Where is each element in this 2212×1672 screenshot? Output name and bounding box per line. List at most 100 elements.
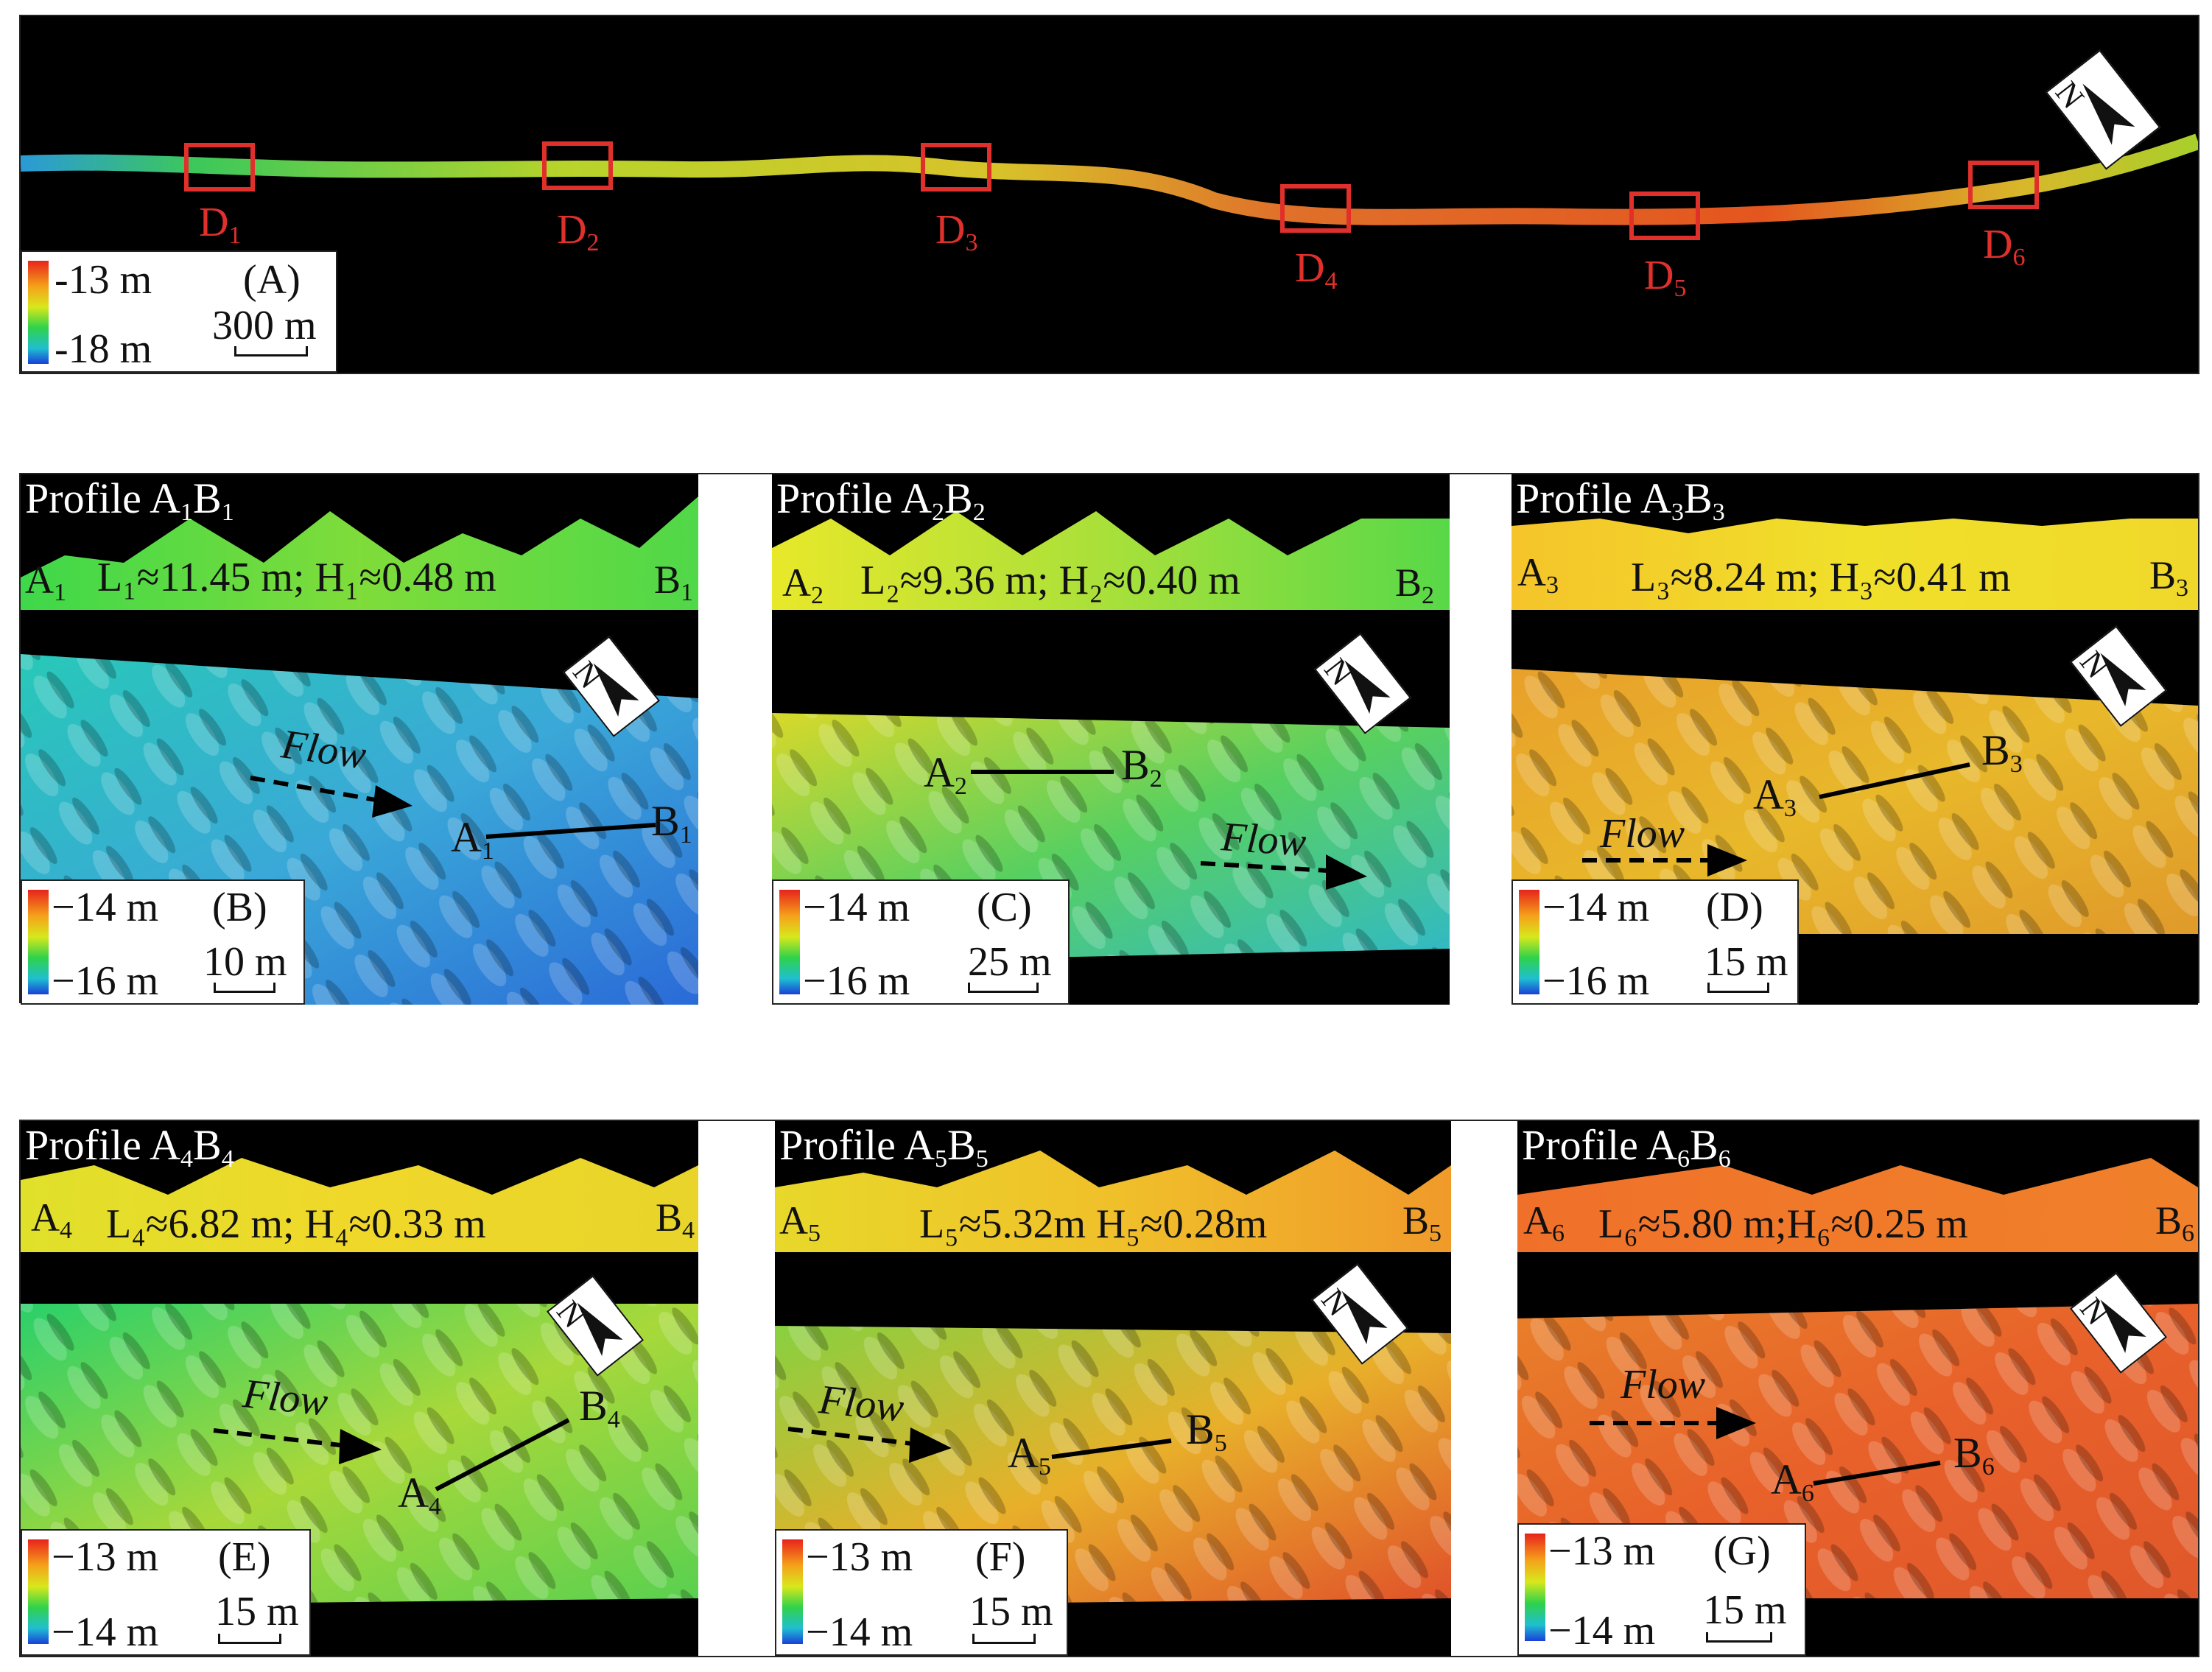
d1-box <box>184 143 255 192</box>
f-flow-label: Flow <box>817 1377 907 1431</box>
north-arrow-icon: N <box>563 636 660 737</box>
north-arrow-icon: N <box>2070 1272 2167 1374</box>
legend-top: -13 m <box>55 257 152 303</box>
profile-b-end: B2 <box>1395 561 1435 609</box>
panel-label: (C) <box>977 885 1032 930</box>
scale-bar <box>214 983 275 993</box>
profile-stats: L₁≈11.45 m; H₁≈0.48 m <box>97 555 496 600</box>
d2-box <box>542 141 613 190</box>
profile-stats: L₄≈6.82 m; H₄≈0.33 m <box>106 1201 486 1247</box>
map-c <box>772 610 1450 1005</box>
scale-text: 15 m <box>969 1589 1053 1634</box>
profile-a-end: A6 <box>1523 1198 1565 1247</box>
legend-top: −14 m <box>1542 885 1650 930</box>
d6-label: D6 <box>1983 222 2026 271</box>
profile-stats: L₃≈8.24 m; H₃≈0.41 m <box>1631 555 2011 600</box>
profile-title: Profile A3B3 <box>1516 474 1725 526</box>
d5-label: D5 <box>1644 253 1687 302</box>
d1-label: D1 <box>199 200 242 249</box>
profile-stats: L₂≈9.36 m; H₂≈0.40 m <box>860 558 1240 603</box>
profile-a-end: A2 <box>782 561 824 609</box>
d3-box <box>921 143 991 192</box>
legend-g: −13 m −14 m (G) 15 m <box>1517 1523 1806 1656</box>
panel-label: (A) <box>243 257 301 303</box>
profile-g: Profile A6B6 A6 L₆≈5.80 m;H₆≈0.25 m B6 <box>1517 1121 2198 1252</box>
b-label-a: A1 <box>451 813 494 865</box>
legend-bottom: −16 m <box>1542 958 1650 1004</box>
north-arrow-icon: N <box>547 1275 644 1377</box>
overview-map: D1 D2 D3 D4 D5 D6 N -13 m -18 m (A) 300 … <box>20 16 2201 373</box>
scale-bar <box>234 346 308 356</box>
scale-bar <box>972 1634 1036 1644</box>
profile-title: Profile A1B1 <box>25 474 234 526</box>
panel-label: (F) <box>975 1534 1026 1580</box>
legend-bottom: −14 m <box>806 1609 913 1655</box>
legend-top: −13 m <box>806 1534 913 1580</box>
legend-b: −14 m −16 m (B) 10 m <box>21 879 305 1005</box>
d4-box <box>1280 184 1351 233</box>
g-label-b: B6 <box>1953 1429 1995 1480</box>
legend-top: −13 m <box>1548 1528 1656 1574</box>
scale-text: 15 m <box>1704 939 1788 985</box>
d6-box <box>1968 161 2039 209</box>
scale-text: 10 m <box>203 939 287 985</box>
c-label-b: B2 <box>1121 741 1162 793</box>
legend-top: −14 m <box>52 885 159 930</box>
panel-label: (B) <box>212 885 267 930</box>
profile-stats: L₅≈5.32m H₅≈0.28m <box>919 1201 1268 1247</box>
profile-stats: L₆≈5.80 m;H₆≈0.25 m <box>1598 1201 1968 1247</box>
profile-d: Profile A3B3 A3 L₃≈8.24 m; H₃≈0.41 m B3 <box>1511 474 2198 610</box>
panel-label: (G) <box>1713 1528 1771 1574</box>
legend-top: −13 m <box>52 1534 159 1580</box>
profile-b-end: B5 <box>1402 1198 1442 1247</box>
scale-text: 300 m <box>212 303 317 348</box>
middle-frame <box>19 473 2199 1003</box>
scale-text: 25 m <box>968 939 1052 985</box>
d3-label: D3 <box>935 207 978 256</box>
colorbar <box>28 261 49 364</box>
profile-b-end: B4 <box>656 1195 695 1244</box>
e-flow-label: Flow <box>241 1371 331 1425</box>
profile-title: Profile A5B5 <box>779 1121 989 1173</box>
d2-label: D2 <box>557 207 600 256</box>
d-flow-label: Flow <box>1600 811 1685 857</box>
b-label-b: B1 <box>651 797 692 849</box>
profile-b-end: B6 <box>2155 1198 2195 1247</box>
legend-e: −13 m −14 m (E) 15 m <box>21 1529 311 1656</box>
c-flow-label: Flow <box>1219 814 1308 865</box>
legend-f: −13 m −14 m (F) 15 m <box>775 1529 1068 1656</box>
f-label-a: A5 <box>1008 1429 1051 1480</box>
d-label-a: A3 <box>1753 770 1797 822</box>
profile-a-end: A3 <box>1517 550 1559 599</box>
overview-legend: -13 m -18 m (A) 300 m <box>21 250 337 373</box>
bottom-frame <box>19 1120 2199 1657</box>
g-flow-label: Flow <box>1621 1362 1706 1408</box>
d5-box <box>1629 192 1700 240</box>
panel-label: (D) <box>1706 885 1763 930</box>
profile-c: Profile A2B2 A2 L₂≈9.36 m; H₂≈0.40 m B2 <box>772 474 1450 610</box>
north-arrow-icon: N <box>1311 1263 1408 1365</box>
legend-bottom: −16 m <box>52 958 159 1004</box>
legend-bottom: −14 m <box>52 1609 159 1655</box>
overview-frame <box>19 15 2199 374</box>
legend-bottom: −14 m <box>1548 1608 1656 1654</box>
profile-b-end: B1 <box>654 558 694 606</box>
scale-text: 15 m <box>1703 1587 1787 1633</box>
c-label-a: A2 <box>924 748 967 800</box>
profile-title: Profile A6B6 <box>1522 1121 1731 1173</box>
e-label-b: B4 <box>579 1382 620 1433</box>
profile-a-end: A5 <box>779 1198 821 1247</box>
profile-a-end: A1 <box>25 558 66 606</box>
g-label-a: A6 <box>1771 1455 1814 1507</box>
d-label-b: B3 <box>1981 726 2023 778</box>
b-flow-label: Flow <box>278 721 369 779</box>
north-arrow-icon: N <box>2045 49 2161 170</box>
river-channel <box>20 133 2201 225</box>
scale-bar <box>968 983 1039 993</box>
profile-e: Profile A4B4 A4 L₄≈6.82 m; H₄≈0.33 m B4 <box>21 1121 698 1252</box>
profile-a-end: A4 <box>31 1195 72 1244</box>
north-arrow-icon: N <box>1314 633 1411 734</box>
profile-b-end: B3 <box>2149 553 2189 602</box>
legend-bottom: -18 m <box>55 326 152 372</box>
